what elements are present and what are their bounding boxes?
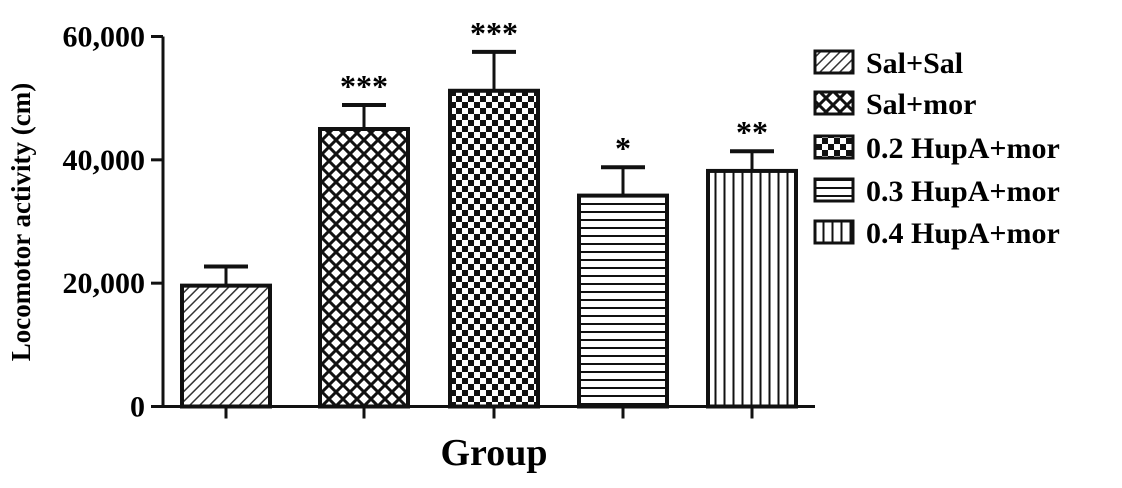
significance-marker: **	[736, 114, 768, 150]
legend-swatch	[813, 49, 855, 75]
bar-sal-sal	[180, 283, 272, 409]
legend-label: 0.4 HupA+mor	[866, 217, 1060, 250]
legend-label: 0.3 HupA+mor	[866, 175, 1060, 208]
legend-item: 0.3 HupA+mor	[813, 175, 1060, 208]
bar-0-2-hupa-mor	[448, 88, 540, 409]
significance-marker: *	[615, 130, 631, 166]
y-tick-label: 20,000	[63, 267, 146, 300]
legend-swatch	[813, 219, 855, 245]
y-axis-label: Locomotor activity (cm)	[6, 83, 36, 361]
bar-0-3-hupa-mor	[577, 193, 669, 409]
legend-item: Sal+Sal	[813, 47, 963, 80]
legend-swatch	[813, 90, 855, 116]
legend-item: 0.4 HupA+mor	[813, 217, 1060, 250]
legend-swatch	[813, 177, 855, 203]
legend-label: Sal+mor	[866, 88, 976, 121]
legend-item: 0.2 HupA+mor	[813, 132, 1060, 165]
y-tick-label: 0	[130, 391, 145, 424]
y-tick-label: 60,000	[63, 21, 146, 54]
significance-marker: ***	[470, 15, 518, 51]
bar-0-4-hupa-mor	[706, 168, 798, 409]
legend-label: Sal+Sal	[866, 47, 963, 80]
significance-marker: ***	[340, 68, 388, 104]
legend-item: Sal+mor	[813, 88, 976, 121]
y-tick-label: 40,000	[63, 144, 146, 177]
legend-label: 0.2 HupA+mor	[866, 132, 1060, 165]
bar-sal-mor	[318, 127, 410, 409]
legend-swatch	[813, 134, 855, 160]
x-axis-label: Group	[440, 432, 547, 474]
